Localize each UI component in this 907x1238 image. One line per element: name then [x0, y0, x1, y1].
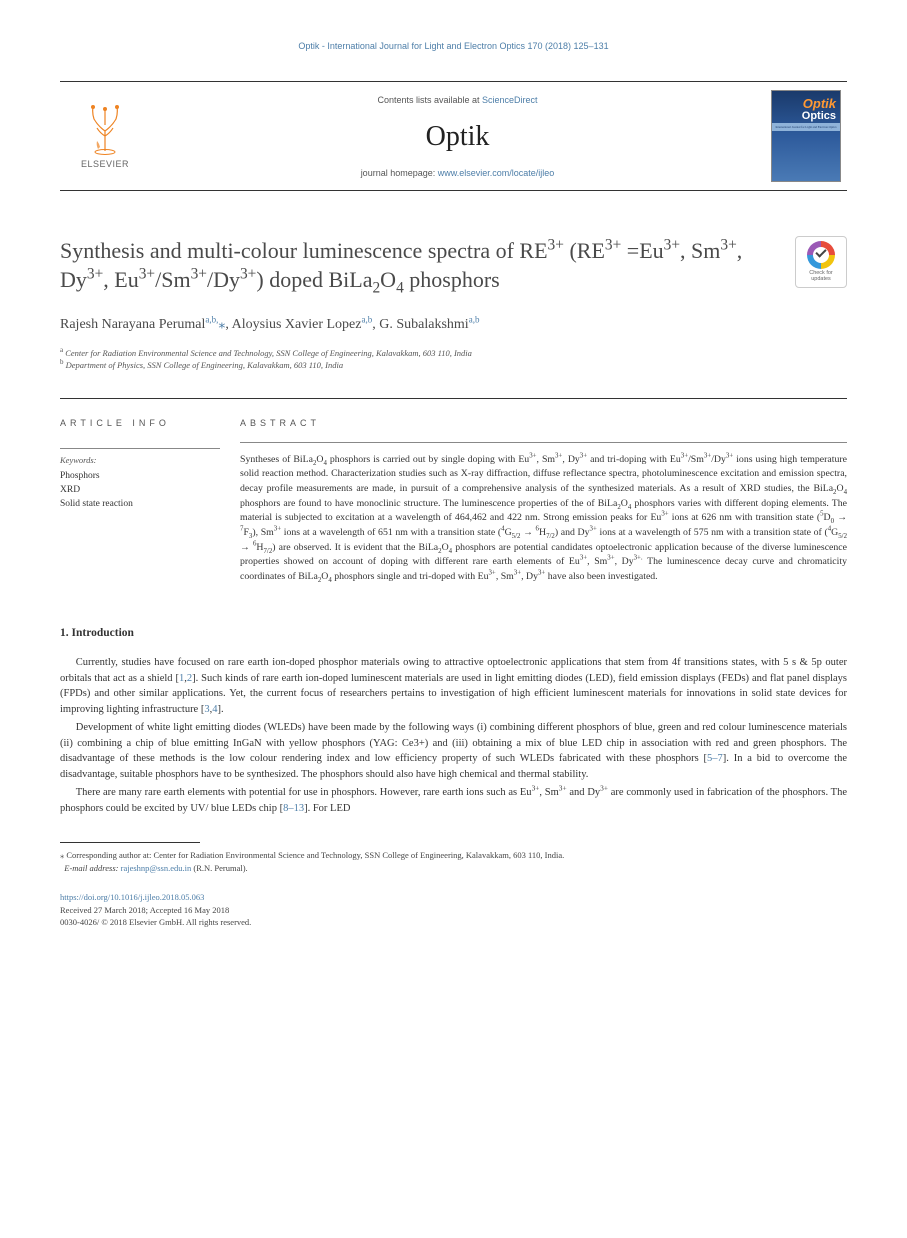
journal-cover-thumbnail: Optik Optics International Journal for L… [771, 90, 841, 182]
abstract-text: Syntheses of BiLa2O4 phosphors is carrie… [240, 453, 847, 585]
info-abstract-row: ARTICLE INFO Keywords: Phosphors XRD Sol… [60, 398, 847, 585]
body-paragraph: Currently, studies have focused on rare … [60, 655, 847, 718]
contents-available-line: Contents lists available at ScienceDirec… [377, 94, 537, 107]
abstract-heading: ABSTRACT [240, 417, 847, 430]
journal-cover-block: Optik Optics International Journal for L… [765, 82, 847, 190]
keyword-item: Phosphors [60, 469, 220, 483]
keyword-item: Solid state reaction [60, 497, 220, 511]
corresponding-author-footnote: ⁎ Corresponding author at: Center for Ra… [60, 849, 847, 862]
masthead-center: Contents lists available at ScienceDirec… [150, 82, 765, 190]
doi-link[interactable]: https://doi.org/10.1016/j.ijleo.2018.05.… [60, 892, 204, 902]
author-list: Rajesh Narayana Perumala,b,⁎, Aloysius X… [60, 315, 847, 335]
check-for-updates-button[interactable]: Check forupdates [795, 236, 847, 288]
article-info-column: ARTICLE INFO Keywords: Phosphors XRD Sol… [60, 399, 240, 585]
article-info-heading: ARTICLE INFO [60, 417, 220, 430]
running-head: Optik - International Journal for Light … [60, 40, 847, 53]
email-label: E-mail address: [64, 863, 118, 873]
article-title: Synthesis and multi-colour luminescence … [60, 236, 779, 295]
doi-block: https://doi.org/10.1016/j.ijleo.2018.05.… [60, 891, 847, 929]
affiliation-b: b Department of Physics, SSN College of … [60, 359, 847, 372]
corr-star-icon: ⁎ [60, 850, 64, 860]
received-accepted-line: Received 27 March 2018; Accepted 16 May … [60, 905, 229, 915]
homepage-prefix: journal homepage: [361, 168, 438, 178]
abstract-column: ABSTRACT Syntheses of BiLa2O4 phosphors … [240, 399, 847, 585]
journal-name: Optik [426, 117, 490, 156]
affiliation-list: a Center for Radiation Environmental Sci… [60, 347, 847, 373]
issn-copyright-line: 0030-4026/ © 2018 Elsevier GmbH. All rig… [60, 917, 251, 927]
body-paragraph: Development of white light emitting diod… [60, 720, 847, 783]
affiliation-a: a Center for Radiation Environmental Sci… [60, 347, 847, 360]
email-author-attribution: (R.N. Perumal). [193, 863, 247, 873]
homepage-link[interactable]: www.elsevier.com/locate/ijleo [438, 168, 555, 178]
journal-masthead: ELSEVIER Contents lists available at Sci… [60, 81, 847, 191]
keywords-list: Phosphors XRD Solid state reaction [60, 469, 220, 512]
section-heading-introduction: 1. Introduction [60, 625, 847, 641]
homepage-line: journal homepage: www.elsevier.com/locat… [361, 167, 555, 180]
keywords-label: Keywords: [60, 448, 220, 467]
body-paragraph: There are many rare earth elements with … [60, 785, 847, 817]
email-footnote: E-mail address: rajeshnp@ssn.edu.in (R.N… [60, 862, 847, 875]
cover-subtitle-band: International Journal for Light and Elec… [772, 123, 840, 131]
sciencedirect-link[interactable]: ScienceDirect [482, 95, 538, 105]
elsevier-logo-icon [80, 101, 130, 156]
title-row: Synthesis and multi-colour luminescence … [60, 236, 847, 295]
publisher-block: ELSEVIER [60, 82, 150, 190]
footnote-rule [60, 842, 200, 843]
check-updates-label: Check forupdates [809, 271, 833, 282]
contents-prefix: Contents lists available at [377, 95, 482, 105]
publisher-name: ELSEVIER [81, 158, 129, 171]
crossmark-icon [807, 241, 835, 269]
abstract-rule [240, 442, 847, 443]
running-head-link[interactable]: Optik - International Journal for Light … [298, 41, 608, 51]
keyword-item: XRD [60, 483, 220, 497]
email-link[interactable]: rajeshnp@ssn.edu.in [121, 863, 192, 873]
